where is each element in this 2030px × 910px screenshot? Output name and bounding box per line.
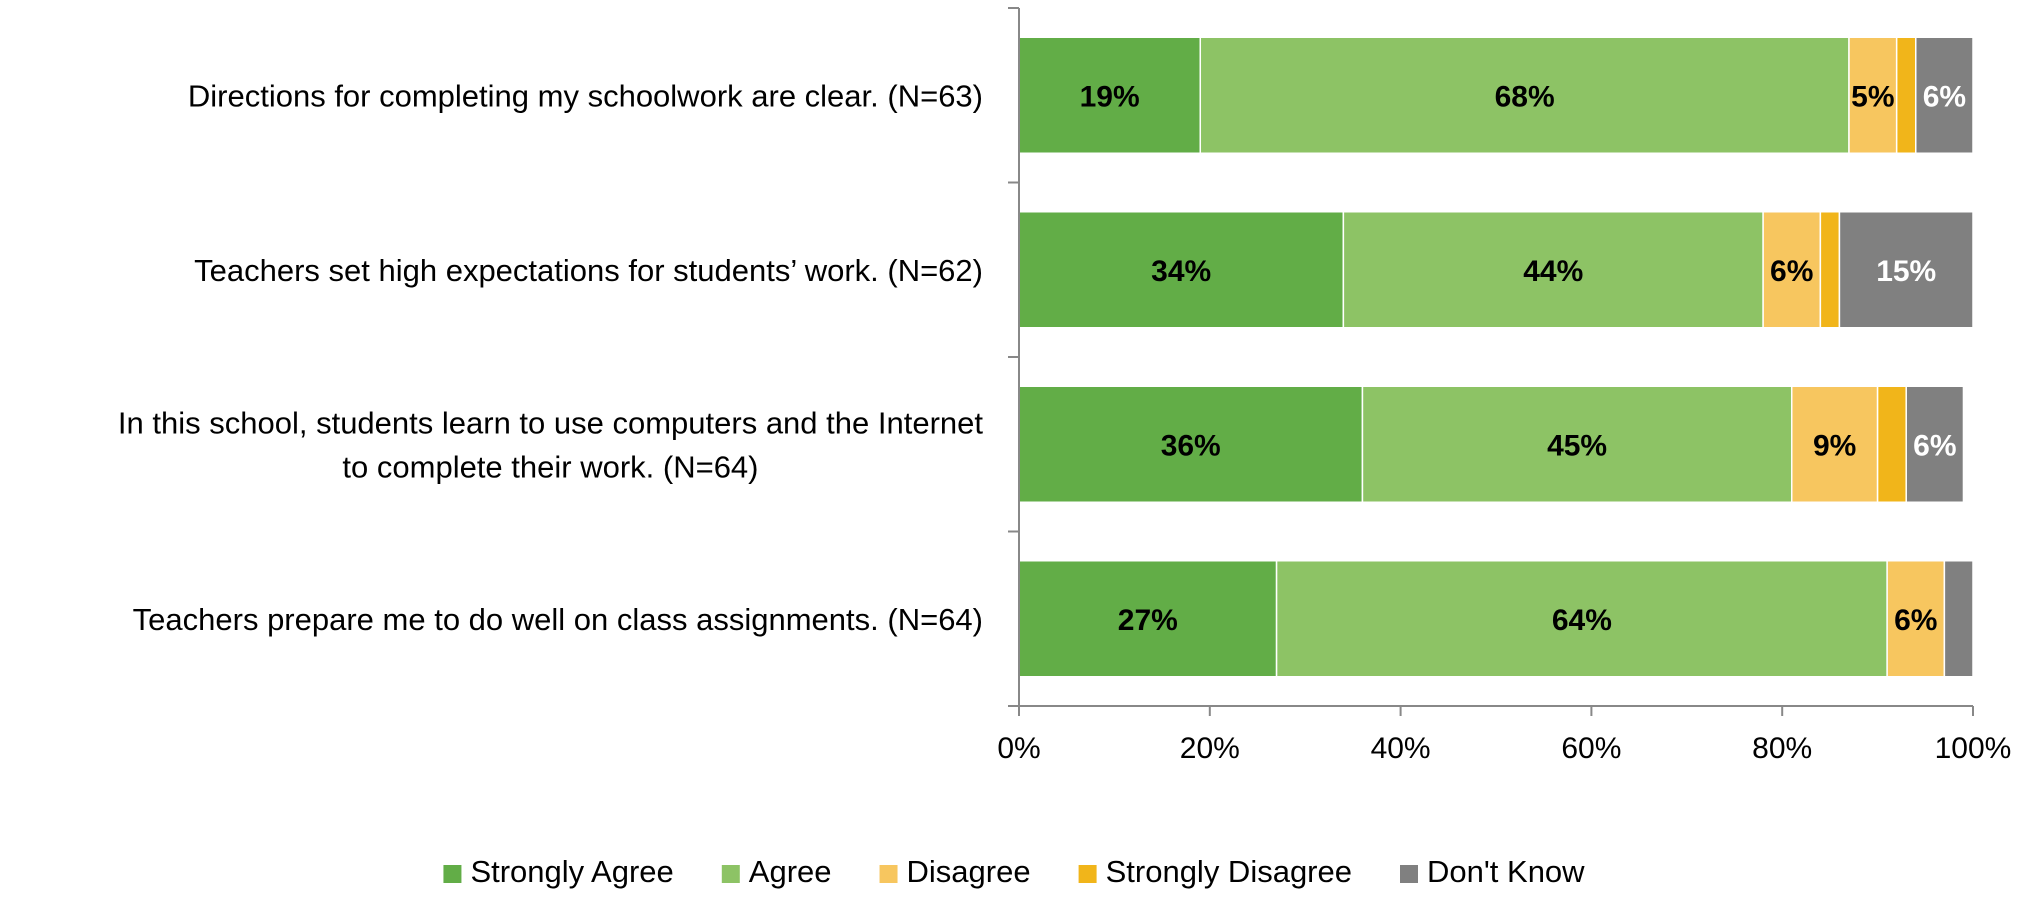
x-tick-label: 20% <box>1180 732 1240 765</box>
legend-item: Strongly Agree <box>443 854 674 889</box>
bar-segment-agree-2 <box>1361 385 1793 503</box>
bar-segment-don-t-know-0 <box>1915 36 1974 154</box>
data-label: 6% <box>1923 80 1966 113</box>
data-label: 64% <box>1552 604 1612 637</box>
x-tick-label: 60% <box>1561 732 1621 765</box>
legend-item: Don't Know <box>1400 854 1585 889</box>
legend-item: Disagree <box>879 854 1031 889</box>
legend-label: Disagree <box>907 854 1031 889</box>
bars-group: 19% 68% 5% 6% 34% 44% 6% 15% 36% 45% 9% 6% 27% 64% 6% <box>1018 36 1974 678</box>
legend-swatch <box>1400 865 1418 883</box>
category-label-line: In this school, students learn to use co… <box>118 405 983 440</box>
bar-segment-strongly-disagree-0 <box>1895 36 1917 154</box>
legend-label: Strongly Agree <box>470 854 673 889</box>
data-label: 44% <box>1523 255 1583 288</box>
bar-segment-strongly-disagree-2 <box>1876 385 1907 503</box>
data-label: 9% <box>1813 429 1856 462</box>
legend-item: Agree <box>721 854 832 889</box>
legend: Strongly Agree Agree Disagree Strongly Disa… <box>443 854 1585 889</box>
legend-label: Don't Know <box>1427 854 1585 889</box>
bar-segment-agree-0 <box>1199 36 1850 154</box>
x-tick-label: 0% <box>997 732 1040 765</box>
data-label: 34% <box>1151 255 1211 288</box>
category-label: Teachers set high expectations for stude… <box>194 253 983 288</box>
bar-segment-agree-1 <box>1342 211 1764 329</box>
bar-segment-don-t-know-2 <box>1905 385 1965 503</box>
data-label: 5% <box>1851 80 1894 113</box>
data-label: 6% <box>1894 604 1937 637</box>
legend-swatch <box>721 865 740 883</box>
bar-segment-strongly-agree-3 <box>1018 560 1278 678</box>
bar-segment-strongly-agree-1 <box>1018 211 1345 329</box>
bar-segment-don-t-know-3 <box>1943 560 1974 678</box>
data-label: 45% <box>1547 429 1607 462</box>
data-label: 68% <box>1495 80 1555 113</box>
data-label: 36% <box>1161 429 1221 462</box>
data-label: 15% <box>1876 255 1936 288</box>
axes-group <box>1008 7 1974 716</box>
category-label-line: to complete their work. (N=64) <box>342 449 758 484</box>
legend-label: Strongly Disagree <box>1106 854 1352 889</box>
x-tick-labels-group: 0% 20% 40% 60% 80% 100% <box>997 732 2011 765</box>
bar-segment-agree-3 <box>1275 560 1888 678</box>
bar-segment-disagree-1 <box>1762 211 1822 329</box>
category-labels-group: Directions for completing my schoolwork … <box>118 78 983 637</box>
legend-item: Strongly Disagree <box>1078 854 1352 889</box>
bar-segment-don-t-know-1 <box>1838 211 1974 329</box>
legend-label: Agree <box>749 854 832 889</box>
x-tick-label: 80% <box>1752 732 1812 765</box>
data-label: 19% <box>1080 80 1140 113</box>
data-label: 27% <box>1118 604 1178 637</box>
x-tick-label: 40% <box>1371 732 1431 765</box>
legend-swatch <box>879 865 898 883</box>
bar-segment-strongly-disagree-1 <box>1819 211 1841 329</box>
legend-swatch <box>1078 865 1097 883</box>
data-label: 6% <box>1770 255 1813 288</box>
data-label: 6% <box>1913 429 1956 462</box>
category-label: Directions for completing my schoolwork … <box>188 78 983 113</box>
legend-swatch <box>443 865 462 883</box>
bar-segment-strongly-agree-0 <box>1018 36 1202 154</box>
x-tick-label: 100% <box>1935 732 2012 765</box>
bar-segment-disagree-0 <box>1848 36 1898 154</box>
category-label: Teachers prepare me to do well on class … <box>133 602 983 637</box>
